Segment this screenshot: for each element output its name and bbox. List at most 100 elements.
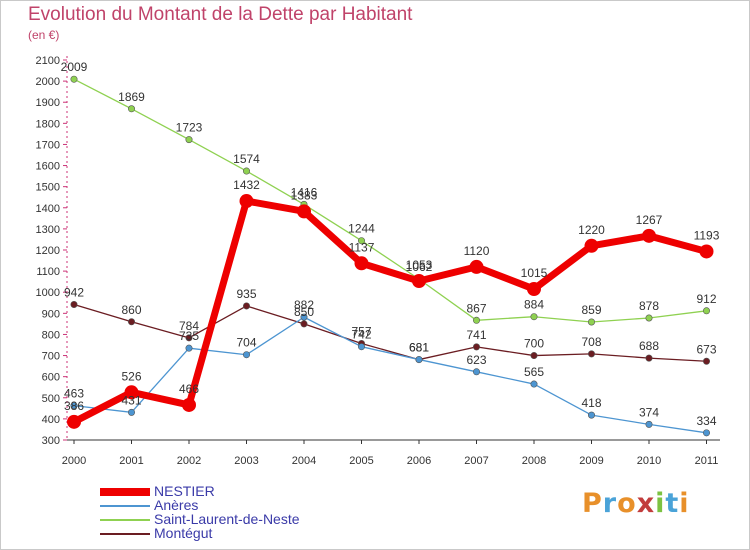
y-tick-label: 1900 bbox=[36, 97, 60, 109]
data-label-an-res: 418 bbox=[581, 396, 601, 410]
x-tick-label: 2001 bbox=[119, 455, 143, 467]
data-point-saint-laurent-de-neste bbox=[530, 313, 538, 321]
data-point-saint-laurent-de-neste bbox=[472, 316, 480, 324]
y-tick-label: 500 bbox=[42, 393, 60, 405]
data-point-saint-laurent-de-neste bbox=[128, 105, 136, 113]
legend-swatch-saint-laurent bbox=[100, 519, 150, 521]
data-point-an-res bbox=[472, 368, 480, 376]
x-tick-label: 2011 bbox=[695, 455, 719, 467]
series-line-nestier bbox=[72, 197, 708, 425]
data-point-saint-laurent-de-neste bbox=[645, 314, 653, 322]
data-point-nestier bbox=[642, 228, 656, 243]
data-point-an-res bbox=[702, 429, 710, 437]
x-tick-label: 2000 bbox=[62, 455, 86, 467]
logo-letter: i bbox=[679, 488, 690, 519]
data-label-mont-gut: 850 bbox=[294, 305, 314, 319]
data-point-saint-laurent-de-neste bbox=[185, 136, 193, 144]
data-point-nestier bbox=[584, 238, 599, 253]
proxiti-logo: Proxiti bbox=[582, 488, 690, 519]
series-line-mont-gut bbox=[73, 303, 707, 362]
data-point-saint-laurent-de-neste bbox=[702, 307, 710, 315]
logo-letter: r bbox=[602, 488, 618, 519]
y-tick-label: 1500 bbox=[36, 182, 60, 194]
data-label-nestier: 1053 bbox=[406, 258, 433, 272]
data-label-mont-gut: 688 bbox=[639, 339, 659, 353]
data-label-nestier: 1015 bbox=[521, 266, 548, 280]
data-point-an-res bbox=[70, 402, 78, 410]
data-label-an-res: 334 bbox=[696, 414, 716, 428]
data-point-nestier bbox=[297, 204, 311, 219]
data-point-an-res bbox=[300, 313, 308, 321]
data-point-an-res bbox=[243, 351, 251, 359]
data-point-nestier bbox=[239, 194, 254, 209]
y-tick-label: 1000 bbox=[36, 287, 60, 299]
legend-swatch-nestier bbox=[100, 488, 150, 496]
y-tick-label: 1600 bbox=[36, 161, 60, 173]
logo-letter: P bbox=[582, 488, 603, 519]
y-tick-label: 1700 bbox=[36, 139, 60, 151]
x-tick-label: 2004 bbox=[292, 455, 316, 467]
data-label-saint-laurent-de-neste: 2009 bbox=[61, 60, 88, 74]
data-point-mont-gut bbox=[128, 318, 136, 326]
data-label-nestier: 386 bbox=[64, 399, 84, 413]
data-point-mont-gut bbox=[530, 352, 538, 360]
data-label-an-res: 623 bbox=[466, 353, 486, 367]
data-point-an-res bbox=[645, 420, 653, 428]
data-point-an-res bbox=[185, 344, 193, 352]
data-point-mont-gut bbox=[243, 302, 251, 310]
data-label-saint-laurent-de-neste: 1574 bbox=[233, 152, 260, 166]
x-tick-label: 2005 bbox=[349, 455, 373, 467]
y-tick-label: 400 bbox=[42, 414, 60, 426]
data-point-nestier bbox=[354, 256, 369, 271]
data-point-mont-gut bbox=[472, 343, 480, 351]
data-label-nestier: 1383 bbox=[291, 188, 318, 202]
x-tick-label: 2007 bbox=[464, 455, 488, 467]
y-tick-label: 1200 bbox=[36, 245, 60, 257]
data-point-nestier bbox=[124, 385, 139, 400]
data-point-mont-gut bbox=[702, 357, 710, 365]
legend-label-saint-laurent: Saint-Laurent-de-Neste bbox=[154, 511, 300, 527]
data-label-an-res: 431 bbox=[121, 393, 141, 407]
logo-letter: t bbox=[665, 488, 680, 519]
data-label-nestier: 1120 bbox=[464, 244, 490, 258]
y-tick-label: 800 bbox=[42, 329, 60, 341]
series-line-an-res bbox=[73, 316, 707, 434]
x-tick-label: 2009 bbox=[579, 455, 603, 467]
data-label-mont-gut: 681 bbox=[409, 341, 429, 355]
data-label-mont-gut: 942 bbox=[64, 285, 84, 299]
y-tick-label: 600 bbox=[42, 372, 60, 384]
data-label-an-res: 374 bbox=[639, 405, 659, 419]
data-label-an-res: 463 bbox=[64, 387, 84, 401]
y-tick-label: 1400 bbox=[36, 203, 60, 215]
legend-label-nestier: NESTIER bbox=[154, 483, 215, 499]
logo-letter: x bbox=[636, 488, 656, 519]
data-label-nestier: 1432 bbox=[233, 178, 260, 192]
legend-swatch-montegut bbox=[100, 533, 150, 535]
data-point-saint-laurent-de-neste bbox=[243, 167, 251, 175]
data-label-mont-gut: 757 bbox=[351, 325, 371, 339]
logo-letter: o bbox=[617, 488, 637, 519]
data-label-nestier: 1220 bbox=[578, 223, 605, 237]
data-label-an-res: 882 bbox=[294, 298, 314, 312]
data-label-nestier: 466 bbox=[179, 382, 199, 396]
data-label-nestier: 1193 bbox=[694, 228, 720, 242]
data-label-saint-laurent-de-neste: 859 bbox=[581, 303, 601, 317]
data-label-an-res: 681 bbox=[409, 341, 429, 355]
data-point-mont-gut bbox=[587, 350, 595, 358]
data-point-saint-laurent-de-neste bbox=[357, 237, 365, 245]
y-tick-label: 1100 bbox=[36, 266, 60, 278]
data-label-saint-laurent-de-neste: 912 bbox=[696, 292, 716, 306]
data-point-nestier bbox=[699, 244, 714, 259]
chart-title: Evolution du Montant de la Dette par Hab… bbox=[28, 4, 413, 25]
data-label-saint-laurent-de-neste: 1062 bbox=[406, 260, 433, 274]
data-label-nestier: 1267 bbox=[636, 213, 663, 227]
x-tick-label: 2008 bbox=[522, 455, 546, 467]
data-label-an-res: 565 bbox=[524, 365, 544, 379]
data-point-an-res bbox=[587, 411, 595, 419]
data-point-nestier bbox=[412, 274, 426, 289]
data-label-saint-laurent-de-neste: 878 bbox=[639, 299, 659, 313]
unit-label: (en €) bbox=[28, 28, 60, 42]
logo-letter: i bbox=[655, 488, 666, 519]
